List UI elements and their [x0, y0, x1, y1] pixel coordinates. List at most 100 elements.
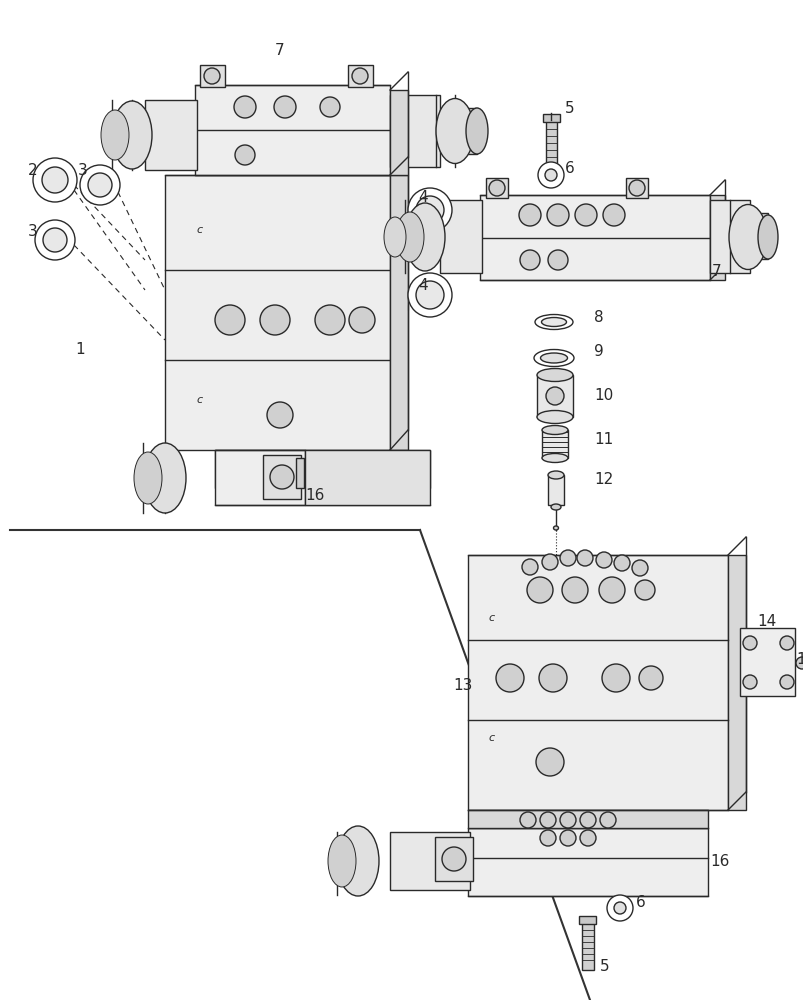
Text: 10: 10	[593, 388, 613, 403]
Circle shape	[35, 220, 75, 260]
Circle shape	[779, 675, 793, 689]
Bar	[389, 832, 470, 890]
Circle shape	[204, 68, 220, 84]
Circle shape	[407, 273, 451, 317]
Circle shape	[442, 847, 466, 871]
Circle shape	[267, 402, 292, 428]
Text: 12: 12	[593, 473, 613, 488]
Circle shape	[545, 387, 563, 405]
Circle shape	[495, 664, 524, 692]
Bar	[542, 114, 560, 122]
Ellipse shape	[540, 353, 567, 363]
Bar	[467, 555, 727, 810]
Bar	[747, 213, 767, 259]
Circle shape	[638, 666, 662, 690]
Bar	[165, 175, 389, 450]
Bar	[296, 458, 304, 488]
Text: c: c	[488, 613, 495, 623]
Ellipse shape	[101, 110, 128, 160]
Circle shape	[521, 559, 537, 575]
Ellipse shape	[466, 108, 487, 154]
Text: 16: 16	[304, 488, 324, 502]
Circle shape	[234, 145, 255, 165]
Circle shape	[43, 228, 67, 252]
Text: 4: 4	[418, 190, 427, 206]
Bar	[439, 200, 482, 273]
Circle shape	[742, 636, 756, 650]
Circle shape	[631, 560, 647, 576]
Circle shape	[579, 812, 595, 828]
Circle shape	[415, 196, 443, 224]
Ellipse shape	[536, 410, 573, 424]
Ellipse shape	[728, 205, 766, 269]
Ellipse shape	[328, 835, 356, 887]
Circle shape	[320, 97, 340, 117]
Text: 7: 7	[711, 264, 721, 279]
Circle shape	[602, 204, 624, 226]
Ellipse shape	[541, 454, 567, 462]
Circle shape	[415, 281, 443, 309]
Circle shape	[537, 162, 563, 188]
Text: 6: 6	[565, 161, 574, 176]
Circle shape	[795, 657, 803, 669]
Circle shape	[315, 305, 344, 335]
Circle shape	[548, 250, 567, 270]
Circle shape	[560, 812, 575, 828]
Text: 16: 16	[709, 854, 728, 869]
Text: 11: 11	[593, 432, 613, 448]
Circle shape	[540, 830, 556, 846]
Bar	[434, 837, 472, 881]
Text: 14: 14	[756, 614, 775, 630]
Ellipse shape	[536, 368, 573, 381]
Circle shape	[274, 96, 296, 118]
Circle shape	[541, 554, 557, 570]
Circle shape	[80, 165, 120, 205]
Bar	[709, 195, 724, 280]
Circle shape	[599, 812, 615, 828]
Circle shape	[742, 675, 756, 689]
Ellipse shape	[548, 471, 563, 479]
Text: 3: 3	[28, 225, 38, 239]
Circle shape	[88, 173, 112, 197]
Bar	[581, 922, 593, 970]
Text: 2: 2	[28, 163, 38, 178]
Ellipse shape	[384, 217, 406, 257]
Bar	[348, 65, 373, 87]
Bar	[536, 375, 573, 417]
Circle shape	[560, 830, 575, 846]
Circle shape	[606, 895, 632, 921]
Bar	[195, 85, 389, 175]
Circle shape	[214, 305, 245, 335]
Bar	[485, 178, 507, 198]
Ellipse shape	[757, 215, 777, 259]
Text: 7: 7	[275, 43, 284, 58]
Circle shape	[234, 96, 255, 118]
Bar	[467, 828, 707, 896]
Ellipse shape	[533, 350, 573, 366]
Text: c: c	[197, 225, 203, 235]
Circle shape	[544, 169, 556, 181]
Text: 4: 4	[418, 277, 427, 292]
Circle shape	[536, 748, 563, 776]
Ellipse shape	[435, 99, 474, 164]
Circle shape	[595, 552, 611, 568]
Bar	[709, 200, 749, 273]
Circle shape	[520, 812, 536, 828]
Circle shape	[601, 664, 630, 692]
Circle shape	[634, 580, 654, 600]
Circle shape	[779, 636, 793, 650]
Circle shape	[579, 830, 595, 846]
Circle shape	[540, 812, 556, 828]
Text: 6: 6	[635, 895, 645, 910]
Circle shape	[33, 158, 77, 202]
Ellipse shape	[534, 314, 573, 330]
Bar	[454, 108, 476, 154]
Circle shape	[546, 204, 569, 226]
Circle shape	[598, 577, 624, 603]
Text: 8: 8	[593, 310, 603, 326]
Text: 3: 3	[78, 163, 88, 178]
Circle shape	[42, 167, 68, 193]
Text: 15: 15	[795, 652, 803, 668]
Text: c: c	[197, 395, 203, 405]
Bar	[389, 175, 407, 450]
